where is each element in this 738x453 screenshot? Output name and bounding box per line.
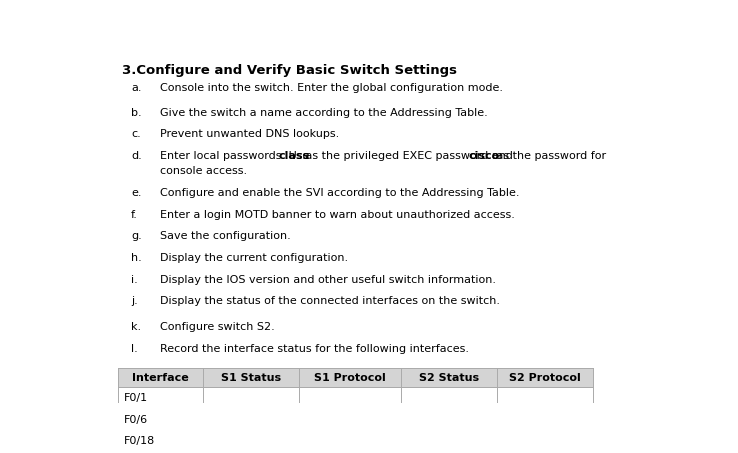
Text: Save the configuration.: Save the configuration. — [159, 231, 291, 241]
Text: e.: e. — [131, 188, 142, 198]
Text: F0/1: F0/1 — [124, 393, 148, 403]
Text: F0/18: F0/18 — [124, 436, 155, 446]
Text: Display the status of the connected interfaces on the switch.: Display the status of the connected inte… — [159, 296, 500, 306]
Text: i.: i. — [131, 275, 138, 284]
Text: Prevent unwanted DNS lookups.: Prevent unwanted DNS lookups. — [159, 129, 339, 139]
Text: b.: b. — [131, 108, 142, 118]
Text: Record the interface status for the following interfaces.: Record the interface status for the foll… — [159, 344, 469, 354]
Text: Display the IOS version and other useful switch information.: Display the IOS version and other useful… — [159, 275, 496, 284]
Text: g.: g. — [131, 231, 142, 241]
Text: as the password for: as the password for — [493, 151, 606, 161]
Text: Enter a login MOTD banner to warn about unauthorized access.: Enter a login MOTD banner to warn about … — [159, 210, 514, 220]
Text: d.: d. — [131, 151, 142, 161]
Text: cisco: cisco — [469, 151, 500, 161]
Text: c.: c. — [131, 129, 141, 139]
Text: Interface: Interface — [132, 373, 189, 383]
Text: Console into the switch. Enter the global configuration mode.: Console into the switch. Enter the globa… — [159, 82, 503, 92]
Text: console access.: console access. — [159, 166, 247, 177]
Text: Enter local passwords. Use: Enter local passwords. Use — [159, 151, 313, 161]
Text: Configure switch S2.: Configure switch S2. — [159, 322, 275, 332]
Bar — [118, 368, 593, 387]
Text: f.: f. — [131, 210, 138, 220]
Text: S1 Status: S1 Status — [221, 373, 280, 383]
Text: a.: a. — [131, 82, 142, 92]
Text: j.: j. — [131, 296, 138, 306]
Text: Display the current configuration.: Display the current configuration. — [159, 253, 348, 263]
Text: 3.Configure and Verify Basic Switch Settings: 3.Configure and Verify Basic Switch Sett… — [122, 64, 457, 77]
Text: l.: l. — [131, 344, 138, 354]
Text: S1 Protocol: S1 Protocol — [314, 373, 385, 383]
Text: as the privileged EXEC password and: as the privileged EXEC password and — [303, 151, 517, 161]
Text: k.: k. — [131, 322, 141, 332]
Text: h.: h. — [131, 253, 142, 263]
Text: Configure and enable the SVI according to the Addressing Table.: Configure and enable the SVI according t… — [159, 188, 520, 198]
Text: class: class — [278, 151, 309, 161]
Text: S2 Protocol: S2 Protocol — [508, 373, 581, 383]
Text: F0/6: F0/6 — [124, 414, 148, 424]
Text: Give the switch a name according to the Addressing Table.: Give the switch a name according to the … — [159, 108, 488, 118]
Text: S2 Status: S2 Status — [418, 373, 479, 383]
